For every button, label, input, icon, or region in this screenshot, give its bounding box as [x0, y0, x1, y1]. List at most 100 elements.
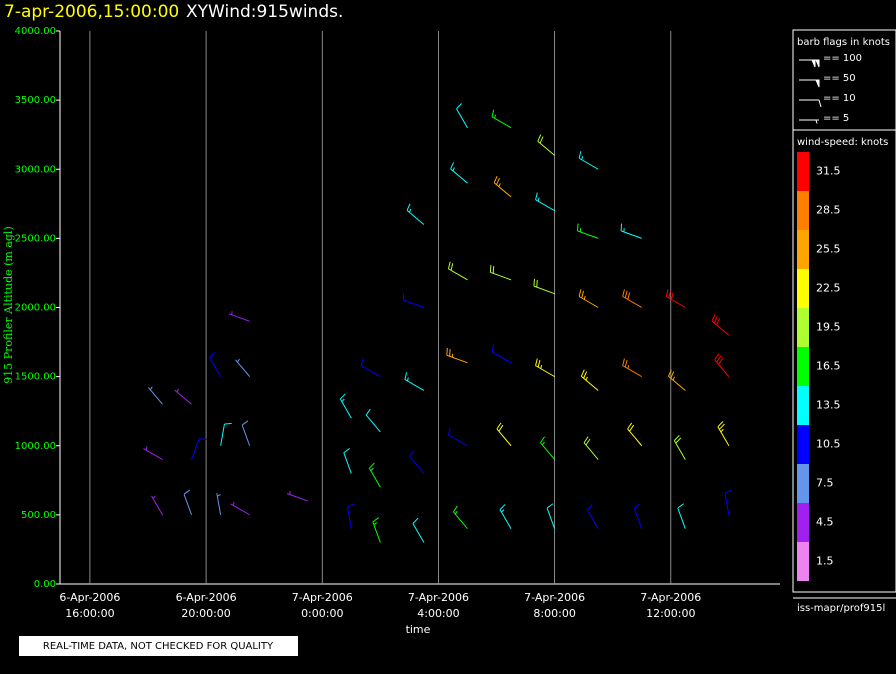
wind-barb — [535, 358, 555, 378]
wind-barb — [339, 393, 352, 419]
wind-barb — [360, 358, 381, 378]
wind-barb — [148, 386, 163, 405]
scale-label: 13.5 — [816, 399, 841, 412]
scale-label: 7.5 — [816, 477, 834, 490]
flag-key — [799, 119, 819, 124]
wind-barb — [714, 353, 730, 377]
scale-label: 1.5 — [816, 555, 834, 568]
wind-barb — [622, 358, 643, 378]
x-tick-date: 6-Apr-2006 — [176, 591, 237, 604]
title-time: 7-apr-2006,15:00:00 — [4, 2, 179, 22]
wind-barb — [677, 503, 686, 529]
scale-title: wind-speed: knots — [797, 137, 888, 148]
wind-barb — [717, 421, 730, 446]
wind-barb — [711, 314, 730, 336]
wind-barb — [151, 495, 163, 516]
wind-barb — [577, 223, 599, 239]
chart-title: XYWind:915winds. — [186, 2, 343, 22]
wind-barb — [491, 109, 512, 129]
wind-barb — [546, 503, 556, 529]
wind-barb — [228, 311, 250, 322]
flag-key — [799, 79, 820, 88]
wind-barb — [724, 489, 732, 515]
wind-barb — [174, 388, 192, 405]
wind-barb — [540, 436, 556, 460]
scale-swatch — [797, 386, 809, 425]
flag-title: barb flags in knots — [797, 37, 890, 48]
scale-label: 31.5 — [816, 165, 841, 178]
scale-swatch — [797, 425, 809, 464]
x-tick-date: 6-Apr-2006 — [59, 591, 120, 604]
wind-barb — [191, 438, 207, 460]
y-tick-label: 2500.00 — [15, 233, 56, 244]
y-axis-title: 915 Profiler Altitude (m agl) — [2, 226, 15, 383]
x-tick-label: 20:00:00 — [181, 607, 230, 620]
wind-barb — [404, 372, 425, 391]
scale-label: 28.5 — [816, 204, 841, 217]
wind-barb — [402, 292, 425, 308]
wind-barb — [620, 223, 642, 239]
wind-barb — [343, 448, 352, 474]
scale-swatch — [797, 464, 809, 503]
scale-label: 19.5 — [816, 321, 841, 334]
wind-barb — [533, 278, 555, 295]
wind-barb — [665, 289, 686, 308]
wind-barb — [586, 504, 599, 529]
scale-label: 16.5 — [816, 360, 841, 373]
wind-barb — [412, 517, 425, 543]
wind-barb — [537, 134, 555, 156]
wind-barb — [220, 422, 232, 446]
scale-label: 22.5 — [816, 282, 841, 295]
wind-barb — [368, 462, 381, 488]
x-tick-date: 7-Apr-2006 — [408, 591, 469, 604]
y-tick-label: 1000.00 — [15, 441, 56, 452]
wind-barb — [583, 436, 599, 460]
x-tick-date: 7-Apr-2006 — [640, 591, 701, 604]
wind-barb — [450, 162, 468, 184]
y-tick-label: 1500.00 — [15, 372, 56, 383]
wind-barb — [493, 175, 512, 198]
y-tick-label: 2000.00 — [15, 303, 56, 314]
scale-swatch — [797, 269, 809, 308]
wind-barb — [235, 358, 251, 377]
y-tick-label: 3000.00 — [15, 164, 56, 175]
wind-barb — [627, 422, 643, 447]
x-tick-label: 16:00:00 — [65, 607, 114, 620]
x-tick-date: 7-Apr-2006 — [292, 591, 353, 604]
wind-barb — [447, 427, 468, 447]
source-label: iss-mapr/prof915l — [797, 603, 885, 614]
wind-barb — [286, 490, 308, 502]
x-tick-date: 7-Apr-2006 — [524, 591, 585, 604]
x-tick-label: 12:00:00 — [646, 607, 695, 620]
wind-barb — [406, 203, 425, 225]
wind-barb — [365, 408, 381, 433]
x-tick-label: 8:00:00 — [533, 607, 575, 620]
scale-swatch — [797, 191, 809, 230]
wind-barb — [452, 505, 468, 530]
scale-label: 25.5 — [816, 243, 841, 256]
wind-barb — [535, 192, 555, 212]
wind-barb — [622, 289, 643, 308]
y-tick-label: 4000.00 — [15, 26, 56, 37]
y-tick-label: 3500.00 — [15, 95, 56, 106]
wind-barb — [673, 434, 686, 460]
flag-label: == 50 — [823, 73, 856, 84]
wind-barb — [491, 344, 512, 364]
flag-label: == 10 — [823, 93, 856, 104]
wind-barb — [209, 351, 222, 377]
scale-swatch — [797, 347, 809, 386]
flag-label: == 5 — [823, 113, 849, 124]
flag-label: == 100 — [823, 53, 862, 64]
scale-label: 4.5 — [816, 516, 834, 529]
x-tick-label: 0:00:00 — [301, 607, 343, 620]
wind-barb — [446, 347, 468, 364]
wind-barb — [668, 369, 686, 391]
note-box — [19, 636, 298, 656]
wind-barb — [578, 151, 599, 170]
scale-swatch — [797, 542, 809, 581]
scale-swatch — [797, 152, 809, 191]
scale-label: 10.5 — [816, 438, 841, 451]
scale-swatch — [797, 308, 809, 347]
x-axis-title: time — [406, 623, 431, 636]
